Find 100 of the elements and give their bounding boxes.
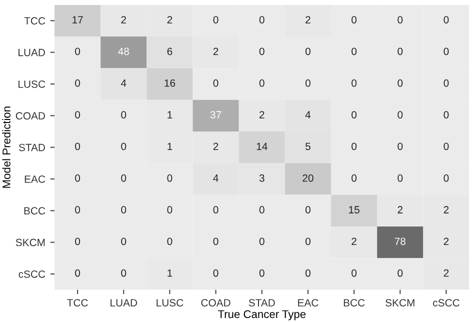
data-label: 0 bbox=[352, 16, 357, 24]
x-tick-label: TCC bbox=[67, 299, 88, 306]
data-label: 0 bbox=[444, 48, 449, 56]
data-label: 0 bbox=[75, 111, 80, 118]
data-label: 0 bbox=[213, 16, 218, 24]
data-label: 0 bbox=[398, 79, 403, 87]
data-label: 0 bbox=[75, 174, 80, 182]
y-tick-label: cSCC bbox=[18, 270, 46, 278]
data-label: 0 bbox=[352, 174, 357, 182]
data-label: 0 bbox=[259, 48, 264, 56]
data-label: 0 bbox=[352, 142, 357, 150]
data-label: 0 bbox=[213, 206, 218, 214]
y-tick-label: BCC bbox=[24, 207, 46, 215]
data-label: 0 bbox=[75, 142, 80, 150]
data-label: 0 bbox=[259, 16, 264, 24]
data-label: 0 bbox=[398, 48, 403, 56]
x-tick-label: SKCM bbox=[386, 299, 414, 306]
data-label: 0 bbox=[305, 79, 310, 87]
y-tick-label: LUSC bbox=[18, 80, 46, 88]
data-label: 48 bbox=[118, 48, 129, 56]
data-label: 0 bbox=[121, 174, 126, 182]
data-label: 0 bbox=[167, 206, 172, 214]
y-axis-title: Model Prediction bbox=[2, 106, 10, 188]
data-label: 3 bbox=[259, 174, 264, 182]
data-label: 0 bbox=[305, 206, 310, 214]
x-axis-title: True Cancer Type bbox=[218, 310, 306, 320]
data-label: 0 bbox=[121, 142, 126, 150]
data-label: 0 bbox=[121, 206, 126, 214]
data-label: 0 bbox=[259, 79, 264, 87]
data-label: 37 bbox=[210, 111, 222, 118]
data-label: 78 bbox=[394, 238, 406, 246]
data-label: 0 bbox=[352, 111, 357, 118]
y-tick-label: TCC bbox=[24, 17, 46, 25]
x-tick-label: LUAD bbox=[110, 299, 138, 306]
data-label: 0 bbox=[444, 174, 449, 182]
data-label: 2 bbox=[260, 111, 264, 118]
data-label: 2 bbox=[444, 238, 449, 245]
data-label: 15 bbox=[349, 206, 360, 214]
data-label: 2 bbox=[352, 238, 356, 245]
x-tick-label: EAC bbox=[298, 299, 318, 306]
data-label: 2 bbox=[213, 48, 218, 56]
y-tick-label: COAD bbox=[16, 112, 45, 120]
data-label: 0 bbox=[121, 238, 126, 246]
x-tick-label: BCC bbox=[344, 299, 365, 306]
data-label: 17 bbox=[72, 16, 83, 24]
data-label: 0 bbox=[444, 16, 449, 24]
data-label: 0 bbox=[305, 269, 310, 277]
data-label: 0 bbox=[259, 206, 264, 214]
y-tick-label: SKCM bbox=[16, 238, 45, 246]
data-label: 2 bbox=[306, 16, 310, 24]
y-tick-label: EAC bbox=[24, 175, 46, 183]
data-label: 16 bbox=[164, 79, 176, 87]
data-label: 2 bbox=[167, 16, 172, 24]
data-label: 0 bbox=[398, 269, 403, 277]
data-label: 0 bbox=[352, 269, 357, 277]
data-label: 0 bbox=[398, 16, 403, 24]
data-label: 0 bbox=[352, 48, 357, 56]
data-label: 0 bbox=[305, 238, 310, 246]
data-label: 2 bbox=[121, 16, 126, 24]
data-label: 14 bbox=[256, 142, 268, 150]
data-label: 0 bbox=[259, 269, 264, 277]
data-label: 0 bbox=[444, 79, 449, 87]
data-label: 20 bbox=[302, 174, 314, 182]
data-label: 0 bbox=[75, 79, 80, 87]
data-label: 0 bbox=[75, 238, 80, 246]
data-label: 2 bbox=[213, 142, 218, 150]
data-label: 0 bbox=[213, 79, 218, 87]
data-label: 4 bbox=[305, 111, 311, 118]
y-tick-label: STAD bbox=[18, 144, 45, 152]
data-label: 0 bbox=[444, 142, 449, 150]
data-label: 6 bbox=[167, 48, 172, 56]
data-label: 0 bbox=[398, 142, 403, 150]
data-label: 2 bbox=[444, 206, 449, 214]
x-tick-label: cSCC bbox=[433, 299, 460, 306]
y-tick-label: LUAD bbox=[18, 48, 45, 56]
data-label: 0 bbox=[75, 269, 80, 277]
data-label: 0 bbox=[213, 238, 218, 246]
data-label: 0 bbox=[213, 269, 218, 277]
x-tick-label: STAD bbox=[248, 299, 275, 306]
data-label: 0 bbox=[305, 48, 310, 56]
data-label: 0 bbox=[121, 269, 126, 277]
x-tick-label: COAD bbox=[201, 299, 230, 306]
x-tick-label: LUSC bbox=[156, 299, 184, 306]
data-label: 0 bbox=[75, 206, 80, 214]
data-label: 0 bbox=[398, 174, 403, 182]
data-label: 0 bbox=[444, 111, 449, 118]
data-label: 5 bbox=[305, 142, 310, 150]
data-label: 0 bbox=[352, 79, 357, 87]
data-label: 0 bbox=[398, 111, 403, 118]
data-label: 0 bbox=[121, 111, 126, 118]
data-label: 4 bbox=[120, 80, 126, 87]
data-label: 2 bbox=[444, 269, 449, 277]
data-label: 1 bbox=[168, 142, 172, 150]
data-label: 0 bbox=[167, 238, 172, 246]
data-label: 4 bbox=[213, 174, 218, 182]
data-label: 1 bbox=[168, 111, 172, 118]
data-label: 0 bbox=[75, 48, 80, 56]
data-label: 0 bbox=[259, 238, 264, 246]
data-label: 1 bbox=[168, 269, 172, 277]
data-label: 0 bbox=[167, 174, 172, 182]
